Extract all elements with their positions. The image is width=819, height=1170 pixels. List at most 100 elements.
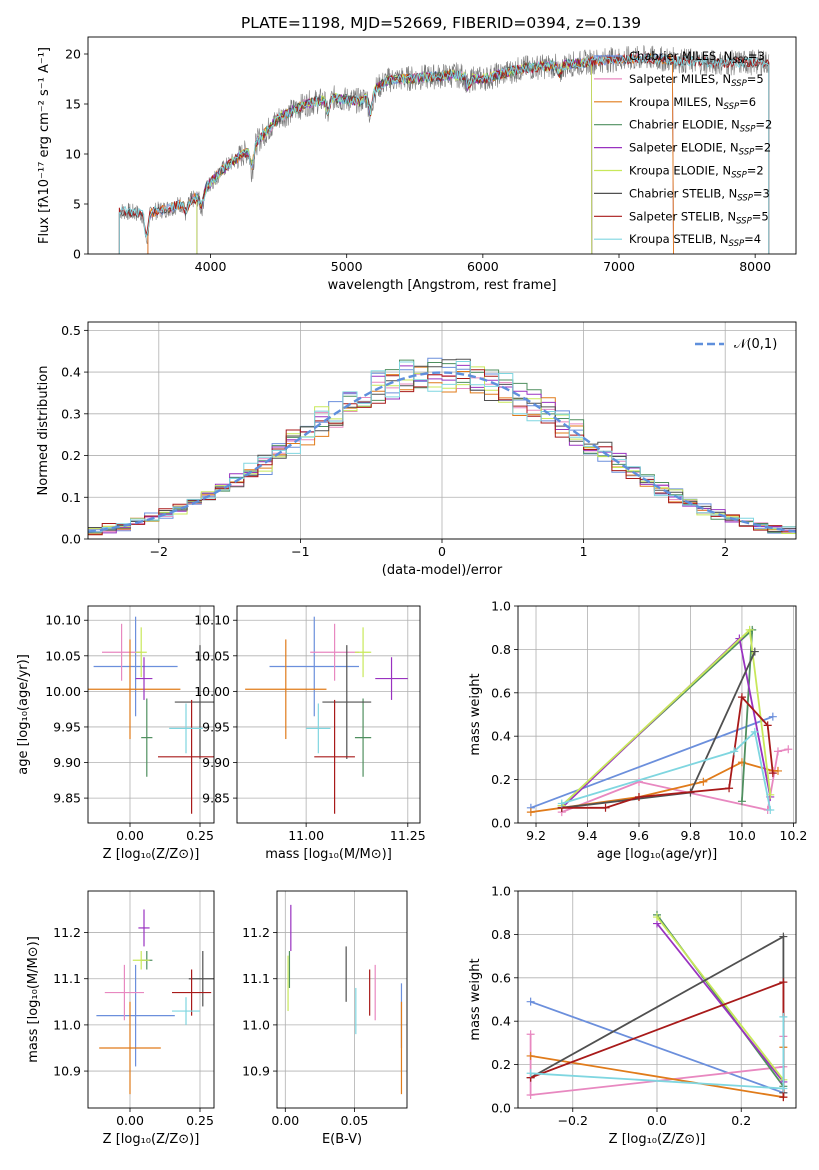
x-tick-label: 0.0: [647, 1113, 667, 1128]
axis-frame: 0.00 0.05 10.9 11.0 11.1 11.2 E(B-V): [242, 890, 408, 1147]
y-tick-label: 0.0: [491, 1101, 511, 1116]
legend-label: 𝒩(0,1): [734, 337, 777, 352]
extinction-vs-mass-panel: 0.00 0.05 10.9 11.0 11.1 11.2 E(B-V): [242, 890, 408, 1147]
weight-line: [561, 730, 772, 811]
grid: [277, 891, 407, 1108]
y-tick-label: 0.6: [491, 685, 511, 700]
y-axis-label: age [log₁₀(age/yr)]: [16, 654, 31, 775]
y-tick-label: 0.0: [61, 532, 81, 547]
model-spectrum: [118, 52, 770, 254]
x-tick-label: 10.2: [780, 828, 808, 843]
weight-marker: [745, 625, 754, 634]
weight-marker: [725, 784, 734, 793]
weight-line: [530, 715, 774, 809]
errorbar-point: [269, 616, 359, 717]
y-tick-label: 0.8: [491, 927, 511, 942]
errorbar-point: [188, 951, 214, 1007]
errorbar-point: [102, 623, 142, 681]
x-tick-label: −2: [150, 544, 168, 559]
legend-label: Chabrier STELIB, NSSP=3: [629, 186, 770, 203]
y-tick-label: 11.2: [242, 925, 270, 940]
weight-marker: [557, 799, 566, 808]
y-tick-label: 1.0: [491, 599, 511, 614]
plot-area: [96, 909, 214, 1095]
weight-marker: [768, 712, 777, 721]
metallicity-vs-mass-weight-panel: −0.2 0.0 0.2 0.0 0.2 0.4 0.6 0.8 1.0 Z [log₁₀(Z/Z…: [468, 884, 797, 1147]
x-tick-label: −0.2: [558, 1113, 588, 1128]
x-axis-label: (data-model)/error: [382, 563, 503, 578]
axis-frame: −2 −1 0 1 2 0.0 0.1 0.2 0.3 0.4 0.5 (data-model)/er…: [36, 321, 797, 578]
y-tick-label: 0: [73, 247, 81, 262]
weight-marker: [766, 805, 775, 814]
x-tick-label: 0.00: [271, 1113, 299, 1128]
weight-line: [656, 916, 785, 1081]
errorbar-point: [135, 627, 147, 678]
axis-box: [276, 890, 408, 1109]
plot-area: [287, 904, 403, 1095]
weight-marker: [526, 1090, 535, 1099]
x-tick-label: 7000: [603, 259, 635, 274]
errorbar-point: [310, 623, 359, 681]
plot-area: [245, 616, 408, 814]
y-tick-label: 11.2: [53, 925, 81, 940]
x-tick-label: 0.2: [731, 1113, 751, 1128]
spectrum-panel: 4000 5000 6000 7000 8000 0 5 10 15 20 wavelength […: [37, 36, 797, 293]
weight-marker: [653, 913, 661, 922]
weight-marker: [601, 803, 610, 812]
x-tick-label: 0.00: [116, 828, 144, 843]
x-tick-label: −1: [291, 544, 309, 559]
errorbar-point: [104, 964, 144, 1021]
x-tick-label: 5000: [331, 259, 363, 274]
y-tick-label: 0.2: [491, 1057, 511, 1072]
x-tick-label: 9.4: [578, 828, 598, 843]
legend-label: Chabrier MILES, NSSP=3: [629, 49, 765, 66]
model-spectrum: [118, 52, 770, 254]
axis-box: [87, 605, 215, 824]
y-axis-label: mass weight: [468, 673, 483, 755]
weight-marker: [779, 1012, 788, 1021]
y-tick-label: 0.5: [61, 323, 81, 338]
errorbar-point: [93, 616, 178, 717]
y-tick-label: 9.95: [53, 719, 81, 734]
axis-frame: 0.00 0.25 9.85 9.90 9.95 10.00 10.05 10.10 Z [lo…: [16, 605, 215, 862]
y-tick-label: 0.6: [491, 970, 511, 985]
weight-marker: [779, 1084, 788, 1093]
legend-label: Chabrier ELODIE, NSSP=2: [629, 118, 772, 135]
x-tick-label: 9.8: [681, 828, 701, 843]
errorbar-point: [174, 645, 214, 759]
x-axis-label: mass [log₁₀(M/M⊙)]: [265, 847, 392, 862]
metallicity-vs-mass-panel: 0.00 0.25 10.9 11.0 11.1 11.2 Z [log₁₀(Z/Z⊙)] m…: [26, 890, 215, 1147]
y-tick-label: 15: [65, 97, 81, 112]
weight-marker: [768, 769, 777, 778]
y-tick-label: 9.95: [202, 719, 230, 734]
weight-marker: [526, 1030, 535, 1039]
weight-line: [530, 1000, 784, 1094]
mass-vs-age-panel: 11.00 11.25 9.85 9.90 9.95 10.00 10.05 10.10 mas…: [194, 605, 426, 862]
weight-marker: [750, 647, 759, 656]
plot-area: [118, 45, 770, 254]
weight-marker: [779, 1093, 788, 1102]
weight-marker: [773, 766, 782, 775]
errorbar-point: [96, 964, 175, 1067]
weight-marker: [737, 693, 746, 702]
x-tick-label: 0: [438, 544, 446, 559]
y-tick-label: 0.3: [61, 406, 81, 421]
legend-label: Salpeter ELODIE, NSSP=2: [629, 141, 771, 158]
legend-label: Kroupa MILES, NSSP=6: [629, 95, 756, 112]
y-tick-label: 5: [73, 197, 81, 212]
y-tick-label: 11.1: [242, 971, 270, 986]
y-tick-label: 10.10: [194, 613, 230, 628]
y-tick-label: 0.4: [491, 1014, 511, 1029]
x-tick-label: 0.25: [186, 1113, 214, 1128]
x-tick-label: 9.6: [629, 828, 649, 843]
errorbar-point: [141, 698, 153, 777]
y-tick-label: 0.8: [491, 642, 511, 657]
x-axis-label: Z [log₁₀(Z/Z⊙)]: [103, 847, 200, 862]
errorbar-point: [88, 639, 181, 740]
residual-histogram: [88, 369, 796, 536]
weight-marker: [779, 978, 788, 987]
errorbar-point: [375, 657, 408, 700]
legend-label: Kroupa ELODIE, NSSP=2: [629, 164, 764, 181]
x-axis-label: Z [log₁₀(Z/Z⊙)]: [609, 1132, 706, 1147]
legend: 𝒩(0,1): [695, 337, 777, 352]
